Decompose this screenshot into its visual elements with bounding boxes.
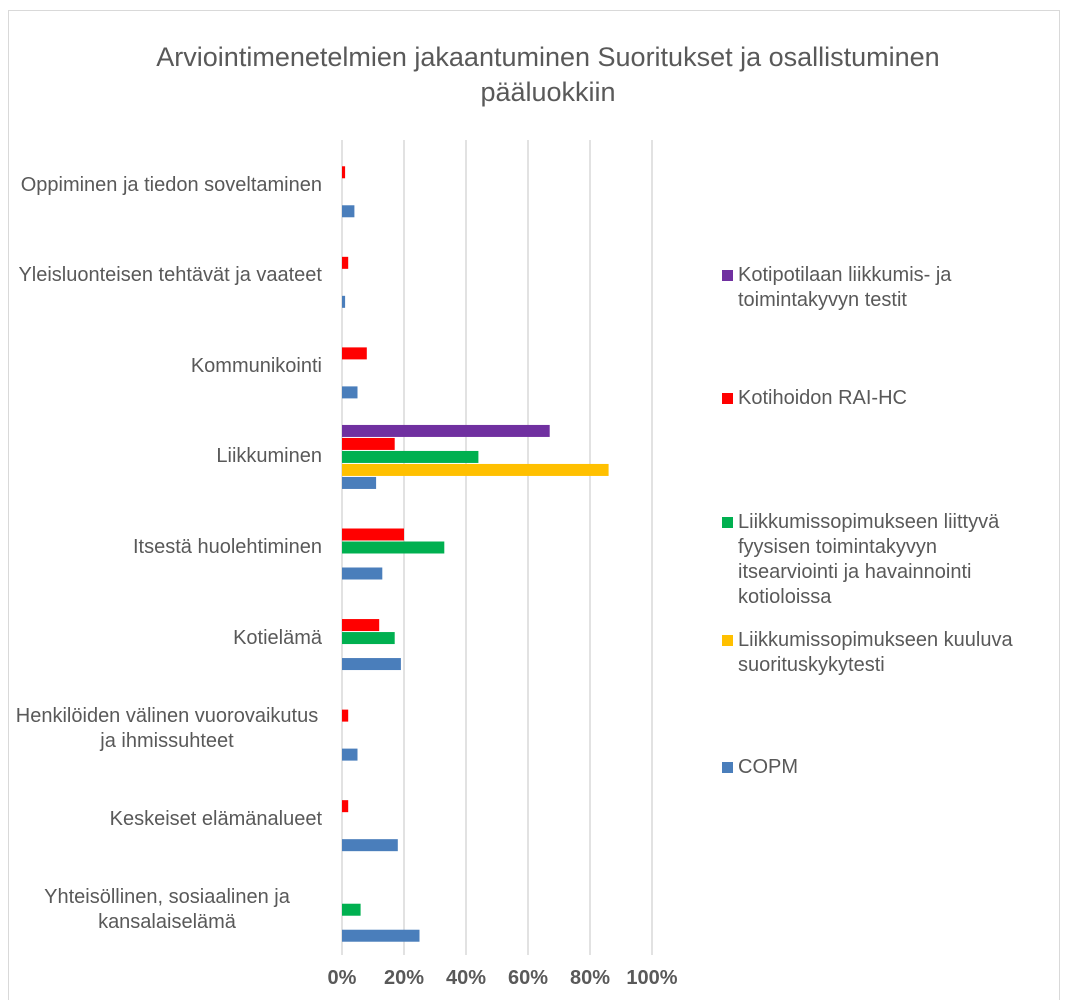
- y-tick-label-box: Oppiminen ja tiedon soveltaminen: [12, 145, 322, 225]
- bar: [342, 709, 349, 722]
- bar: [342, 632, 395, 645]
- bar: [342, 450, 479, 463]
- y-tick-label-box: Itsestä huolehtiminen: [12, 508, 322, 588]
- legend-swatch: [722, 635, 733, 646]
- y-tick-label: Keskeiset elämänalueet: [109, 807, 322, 830]
- bar: [342, 800, 349, 813]
- bar: [342, 748, 358, 761]
- legend-item: Kotihoidon RAI-HC: [722, 386, 1038, 411]
- x-tick-label: 80%: [569, 967, 611, 989]
- bar: [342, 567, 383, 580]
- bar: [342, 619, 380, 632]
- bar: [342, 476, 377, 489]
- y-tick-label-box: Yhteisöllinen, sosiaalinen ja kansalaise…: [12, 870, 322, 950]
- y-tick-label-box: Keskeiset elämänalueet: [12, 779, 322, 859]
- bar: [342, 386, 358, 399]
- y-tick-label: Yleisluonteisen tehtävät ja vaateet: [18, 264, 322, 287]
- legend-label: Liikkumissopimukseen kuuluva suorituskyk…: [738, 629, 1013, 676]
- y-tick-label: Oppiminen ja tiedon soveltaminen: [20, 173, 322, 196]
- legend-swatch: [722, 270, 733, 281]
- bar: [342, 205, 355, 218]
- bar: [342, 839, 398, 852]
- y-tick-label: Yhteisöllinen, sosiaalinen ja kansalaise…: [44, 885, 290, 933]
- y-tick-label: Henkilöiden välinen vuorovaikutus ja ihm…: [15, 704, 319, 752]
- legend-label: Kotipotilaan liikkumis- ja toimintakyvyn…: [738, 264, 952, 311]
- bar: [342, 424, 550, 437]
- bar: [342, 295, 346, 308]
- legend-item: COPM: [722, 755, 1038, 780]
- x-tick-label: 100%: [626, 967, 678, 989]
- legend-label: Liikkumissopimukseen liittyvä fyysisen t…: [738, 511, 1000, 608]
- legend-item: Kotipotilaan liikkumis- ja toimintakyvyn…: [722, 263, 1038, 313]
- legend-item: Liikkumissopimukseen liittyvä fyysisen t…: [722, 510, 1038, 610]
- y-tick-label: Liikkuminen: [216, 445, 322, 468]
- chart-title: Arviointimenetelmien jakaantuminen Suori…: [156, 42, 940, 107]
- legend-swatch: [722, 393, 733, 404]
- y-tick-label-box: Kotielämä: [12, 598, 322, 678]
- legend-swatch: [722, 517, 733, 528]
- x-tick-label: 20%: [383, 967, 425, 989]
- x-tick-label: 40%: [445, 967, 487, 989]
- bar: [342, 166, 346, 179]
- chart-frame: [8, 10, 1060, 1000]
- legend-item: Liikkumissopimukseen kuuluva suorituskyk…: [722, 628, 1038, 678]
- bar: [342, 541, 445, 554]
- y-tick-label-box: Henkilöiden välinen vuorovaikutus ja ihm…: [12, 689, 322, 769]
- y-tick-label: Kotielämä: [233, 626, 322, 649]
- legend-label: Kotihoidon RAI-HC: [738, 387, 907, 409]
- bar: [342, 347, 367, 360]
- legend-label: COPM: [738, 756, 798, 778]
- legend-swatch: [722, 762, 733, 773]
- y-tick-label: Itsestä huolehtiminen: [132, 536, 322, 558]
- y-tick-label-box: Liikkuminen: [12, 417, 322, 497]
- bar: [342, 463, 609, 476]
- bar: [342, 929, 420, 942]
- bar: [342, 903, 361, 916]
- y-tick-label: Kommunikointi: [190, 354, 322, 377]
- y-tick-label-box: Kommunikointi: [12, 326, 322, 406]
- bar: [342, 437, 395, 450]
- bar: [342, 658, 401, 671]
- bar: [342, 528, 404, 541]
- y-tick-label-box: Yleisluonteisen tehtävät ja vaateet: [12, 236, 322, 316]
- bar: [342, 256, 349, 269]
- x-tick-label: 60%: [507, 967, 549, 989]
- x-tick-label: 0%: [327, 967, 357, 989]
